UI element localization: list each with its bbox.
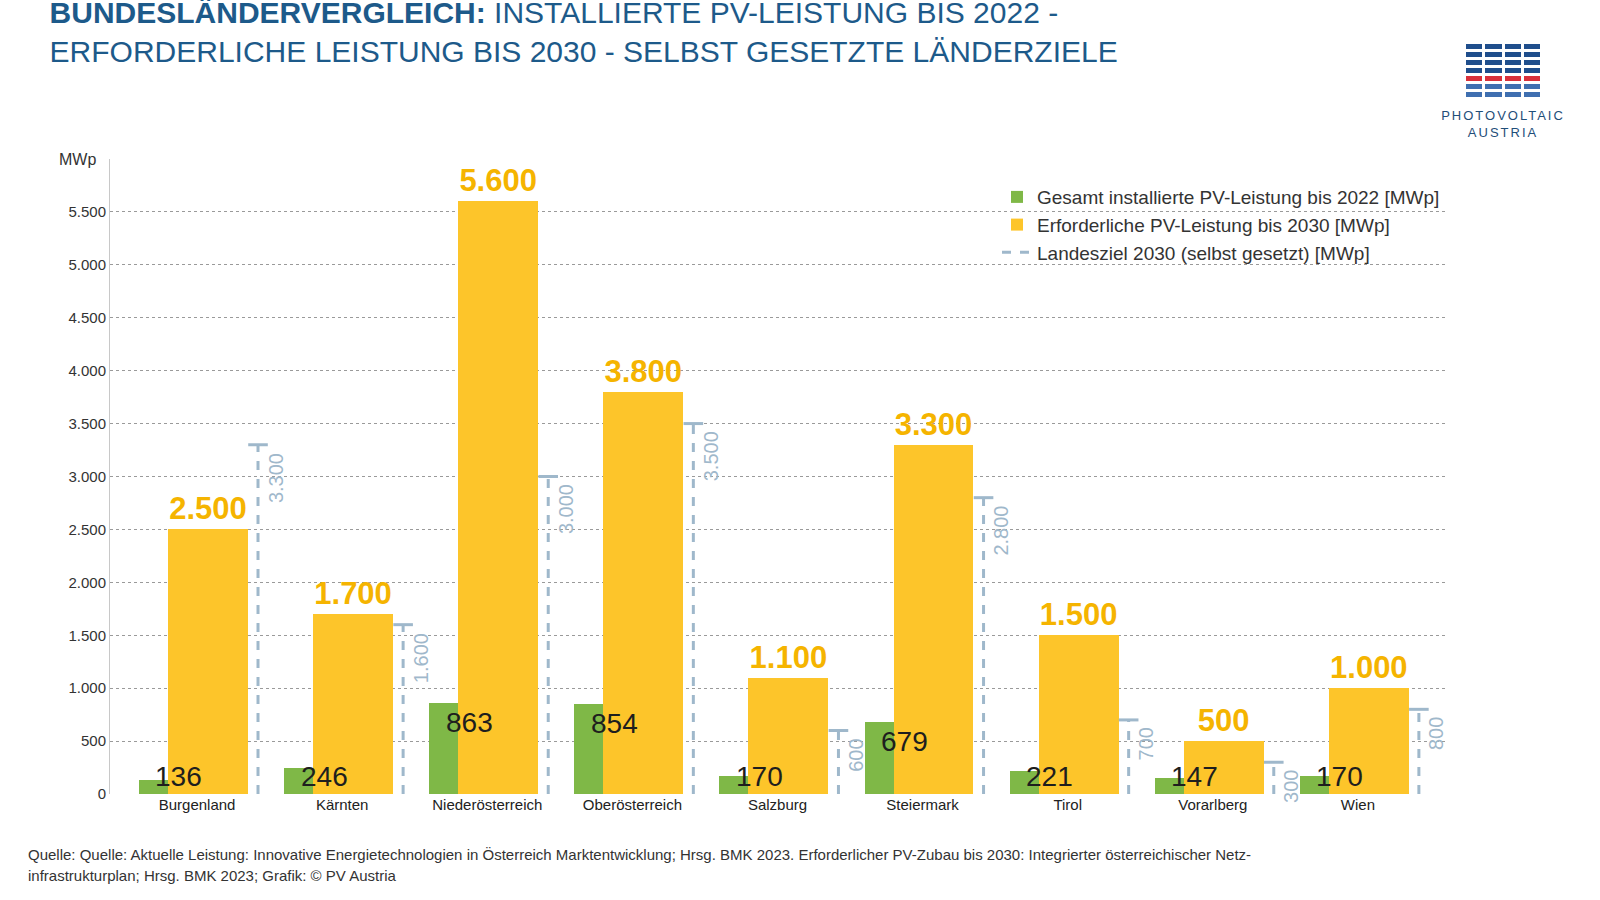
svg-text:Wien: Wien: [1341, 796, 1375, 813]
svg-text:Oberösterreich: Oberösterreich: [583, 796, 682, 813]
svg-text:2.500: 2.500: [169, 491, 247, 526]
svg-text:679: 679: [881, 726, 928, 757]
svg-text:Salzburg: Salzburg: [748, 796, 807, 813]
svg-text:3.800: 3.800: [604, 354, 682, 389]
svg-text:800: 800: [1425, 717, 1447, 750]
svg-text:Steiermark: Steiermark: [886, 796, 959, 813]
svg-text:221: 221: [1026, 761, 1073, 792]
svg-text:300: 300: [1280, 770, 1302, 803]
svg-text:170: 170: [736, 761, 783, 792]
svg-text:3.000: 3.000: [555, 484, 577, 534]
svg-text:3.300: 3.300: [265, 453, 287, 503]
svg-text:0: 0: [98, 785, 106, 802]
svg-text:MWp: MWp: [59, 151, 96, 168]
svg-text:Gesamt installierte PV-Leistun: Gesamt installierte PV-Leistung bis 2022…: [1037, 187, 1439, 208]
svg-text:1.500: 1.500: [1040, 597, 1118, 632]
svg-text:1.500: 1.500: [68, 627, 106, 644]
html-text:PHOTOVOLTAIC: PHOTOVOLTAIC: [1441, 108, 1565, 123]
svg-text:Vorarlberg: Vorarlberg: [1178, 796, 1247, 813]
svg-text:2.000: 2.000: [68, 574, 106, 591]
svg-text:1.700: 1.700: [314, 576, 392, 611]
svg-text:Erforderliche PV-Leistung bis: Erforderliche PV-Leistung bis 2030 [MWp]: [1037, 215, 1390, 236]
svg-text:5.500: 5.500: [68, 203, 106, 220]
svg-text:170: 170: [1316, 761, 1363, 792]
svg-text:1.000: 1.000: [1330, 650, 1408, 685]
svg-text:4.500: 4.500: [68, 309, 106, 326]
svg-text:4.000: 4.000: [68, 362, 106, 379]
svg-text:1.600: 1.600: [410, 633, 432, 683]
svg-text:Niederösterreich: Niederösterreich: [432, 796, 542, 813]
svg-text:Burgenland: Burgenland: [159, 796, 236, 813]
svg-text:863: 863: [446, 707, 493, 738]
svg-text:3.300: 3.300: [895, 407, 973, 442]
svg-text:5.600: 5.600: [459, 163, 537, 198]
svg-text:3.500: 3.500: [68, 415, 106, 432]
svg-text:600: 600: [845, 738, 867, 771]
svg-text:500: 500: [81, 732, 106, 749]
svg-text:2.500: 2.500: [68, 521, 106, 538]
svg-text:147: 147: [1171, 761, 1218, 792]
html-text:Quelle: Quelle: Aktuelle Leist: Quelle: Quelle: Aktuelle Leistung: Innov…: [28, 846, 1252, 863]
svg-text:5.000: 5.000: [68, 256, 106, 273]
svg-text:246: 246: [301, 761, 348, 792]
svg-text:700: 700: [1135, 727, 1157, 760]
svg-text:2.800: 2.800: [990, 506, 1012, 556]
svg-text:3.000: 3.000: [68, 468, 106, 485]
html-text:infrastrukturplan; Hrsg. BMK 2: infrastrukturplan; Hrsg. BMK 2023; Grafi…: [28, 867, 396, 884]
html-text:AUSTRIA: AUSTRIA: [1467, 125, 1539, 140]
svg-text:854: 854: [591, 708, 638, 739]
svg-text:1.000: 1.000: [68, 679, 106, 696]
svg-text:3.500: 3.500: [700, 431, 722, 481]
svg-text:Kärnten: Kärnten: [316, 796, 369, 813]
svg-text:1.100: 1.100: [750, 640, 828, 675]
svg-text:500: 500: [1198, 703, 1250, 738]
svg-text:Tirol: Tirol: [1053, 796, 1082, 813]
svg-text:Landesziel 2030 (selbst gesetz: Landesziel 2030 (selbst gesetzt) [MWp]: [1037, 243, 1370, 264]
svg-text:136: 136: [155, 761, 202, 792]
svg-text:BUNDESLÄNDERVERGLEICH: INSTALL: BUNDESLÄNDERVERGLEICH: INSTALLIERTE PV-L…: [50, 0, 1118, 68]
